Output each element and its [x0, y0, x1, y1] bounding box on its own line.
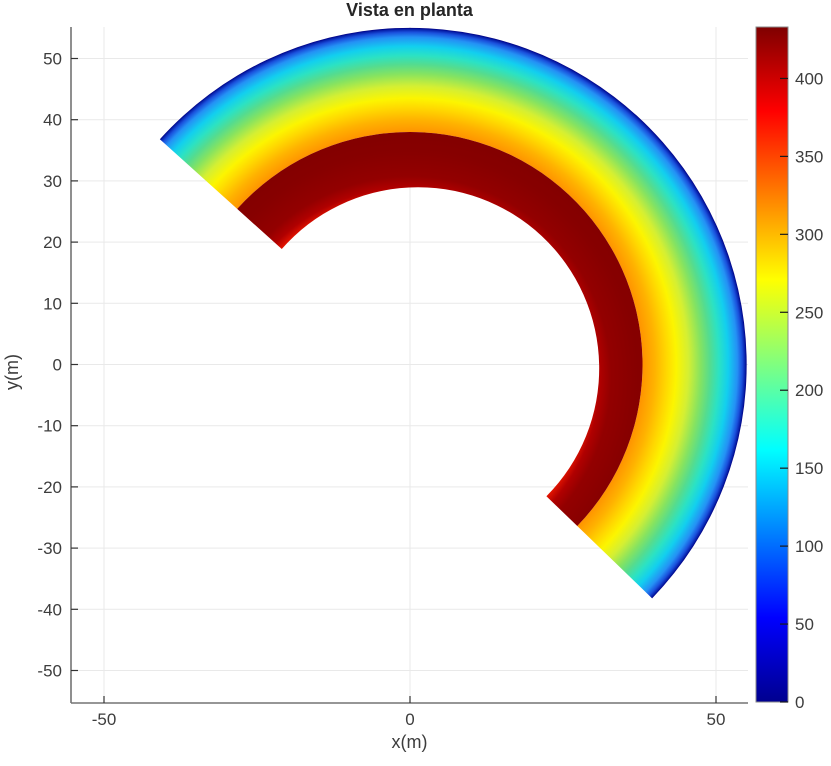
- colorbar-tick-label-400: 400: [795, 69, 823, 88]
- y-tick-label--10: -10: [37, 417, 62, 436]
- colorbar-tick-label-200: 200: [795, 381, 823, 400]
- colorbar-tick-label-0: 0: [795, 693, 804, 712]
- colorbar-tick-label-150: 150: [795, 459, 823, 478]
- y-tick-label-40: 40: [43, 111, 62, 130]
- y-tick-label--30: -30: [37, 539, 62, 558]
- colorbar-tick-label-300: 300: [795, 225, 823, 244]
- colorbar-tick-label-250: 250: [795, 303, 823, 322]
- x-tick-label-50: 50: [707, 710, 726, 729]
- annulus-outer-band: [159, 27, 747, 599]
- x-axis-label: x(m): [391, 732, 428, 752]
- x-tick-label--50: -50: [92, 710, 117, 729]
- y-tick-label-10: 10: [43, 294, 62, 313]
- annulus-inner-band: [237, 131, 643, 527]
- y-tick-label-0: 0: [53, 356, 62, 375]
- plot-title: Vista en planta: [346, 0, 473, 20]
- x-tick-label-0: 0: [405, 710, 414, 729]
- y-tick-label-20: 20: [43, 233, 62, 252]
- y-tick-label-30: 30: [43, 172, 62, 191]
- y-tick-label--40: -40: [37, 600, 62, 619]
- colorbar: [755, 26, 789, 703]
- y-axis-label: y(m): [2, 354, 22, 390]
- y-tick-label-50: 50: [43, 50, 62, 69]
- y-tick-label--50: -50: [37, 662, 62, 681]
- axes-group: 50 40 30 20 10 0 -10 -20 -30 -40 -50 -50 0 50: [37, 27, 748, 729]
- y-tick-label--20: -20: [37, 478, 62, 497]
- colorbar-tick-label-50: 50: [795, 615, 814, 634]
- colorbar-tick-label-350: 350: [795, 147, 823, 166]
- colorbar-tick-label-100: 100: [795, 537, 823, 556]
